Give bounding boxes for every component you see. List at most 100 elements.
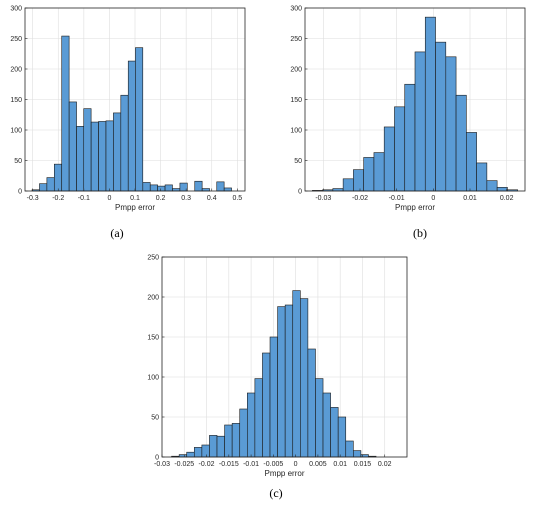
histogram-panel-a: -0.3 -0.2 -0.1 0 0.1 0.2 0.3 0.4 0.5 0 50 100 150 200… xyxy=(10,6,246,240)
y-tick-label: 100 xyxy=(147,375,159,382)
histogram-bar xyxy=(262,352,271,458)
histogram-bar xyxy=(292,290,301,458)
histogram-bar xyxy=(39,183,48,192)
y-tick-label: 200 xyxy=(290,67,302,74)
y-tick-label: 50 xyxy=(14,158,22,165)
axes-frame xyxy=(161,256,408,458)
histogram-bar xyxy=(315,378,324,458)
panel-label: (a) xyxy=(110,226,123,240)
x-axis-label: Pmpp error xyxy=(395,203,435,212)
histogram-bar xyxy=(337,416,347,458)
histogram-bar xyxy=(496,187,508,192)
y-tick-label: 50 xyxy=(151,415,159,422)
histogram-bar xyxy=(201,444,210,458)
histogram-bar xyxy=(247,392,256,458)
x-tick-label: -0.03 xyxy=(315,195,331,202)
y-tick-label: 0 xyxy=(155,455,159,462)
histogram-bar xyxy=(231,423,241,458)
histogram-bar xyxy=(105,120,114,192)
x-tick-label: -0.3 xyxy=(27,195,39,202)
x-tick-label: 0.005 xyxy=(309,461,327,468)
histogram-bar xyxy=(54,163,62,192)
histogram-bar xyxy=(254,378,263,458)
y-tick-label: 200 xyxy=(10,67,22,74)
histogram-bar xyxy=(330,407,339,458)
y-tick-label: 250 xyxy=(10,36,22,43)
histogram-bar xyxy=(127,60,136,192)
histogram-bar xyxy=(353,450,362,458)
y-tick-label: 0 xyxy=(18,189,22,196)
x-tick-label: 0.3 xyxy=(181,195,191,202)
histogram-bar xyxy=(209,435,218,458)
histogram-bar xyxy=(68,101,77,192)
x-tick-label: -0.025 xyxy=(174,461,194,468)
histogram-bar xyxy=(269,336,278,458)
histogram-bar xyxy=(345,440,354,458)
y-tick-label: 200 xyxy=(147,295,159,302)
histogram-bar xyxy=(239,408,248,458)
x-axis-label: Pmpp error xyxy=(115,203,155,212)
histogram-bar xyxy=(135,47,144,192)
histogram-bar xyxy=(476,162,488,192)
histogram-bar xyxy=(164,184,173,192)
x-tick-label: 0.015 xyxy=(354,461,372,468)
histogram-bar xyxy=(322,392,331,458)
x-tick-label: -0.1 xyxy=(78,195,90,202)
histogram-bar xyxy=(466,132,477,192)
histogram-bar xyxy=(216,435,225,458)
panel-label: (b) xyxy=(413,226,427,240)
histogram-bar xyxy=(193,447,203,458)
histogram-bar xyxy=(113,112,122,192)
y-tick-label: 100 xyxy=(10,128,22,135)
x-tick-label: -0.005 xyxy=(263,461,283,468)
histogram-bar xyxy=(224,424,233,458)
y-tick-label: 150 xyxy=(10,97,22,104)
panel-label: (c) xyxy=(269,486,282,500)
histogram-bar xyxy=(424,16,436,192)
y-tick-label: 300 xyxy=(290,6,302,13)
histogram-bar xyxy=(435,41,447,192)
y-tick-label: 250 xyxy=(290,36,302,43)
x-tick-label: 0.1 xyxy=(130,195,140,202)
histogram-bar xyxy=(157,185,166,192)
histogram-bar xyxy=(342,178,354,192)
histogram-bar xyxy=(149,184,158,192)
x-tick-label: 0 xyxy=(107,195,111,202)
histogram-panel-c: -0.03 -0.025 -0.02 -0.015 -0.01 -0.005 0 0.005 0… xyxy=(147,255,408,500)
y-tick-label: 100 xyxy=(290,128,302,135)
histogram-bar xyxy=(120,94,129,192)
histogram-bar xyxy=(394,106,406,192)
histogram-panel-b: -0.03 -0.02 -0.01 0 0.01 0.02 0 50 100 150 200 250 3… xyxy=(290,6,526,240)
x-tick-label: 0.5 xyxy=(232,195,242,202)
x-tick-label: 0.4 xyxy=(207,195,217,202)
histogram-bar xyxy=(46,177,55,192)
histogram-bar xyxy=(61,35,70,192)
x-tick-label: 0 xyxy=(294,461,298,468)
x-tick-label: -0.02 xyxy=(199,461,215,468)
histogram-bar xyxy=(455,94,467,192)
x-axis-label: Pmpp error xyxy=(264,469,304,478)
y-tick-label: 300 xyxy=(10,6,22,13)
histogram-bar xyxy=(90,121,99,192)
x-tick-label: 0.02 xyxy=(378,461,392,468)
x-tick-label: 0.01 xyxy=(463,195,477,202)
histogram-bar xyxy=(194,180,203,192)
histogram-bar xyxy=(373,152,385,192)
x-tick-label: -0.02 xyxy=(352,195,368,202)
histogram-bar xyxy=(98,121,107,192)
histogram-bar xyxy=(383,126,395,192)
x-tick-label: -0.01 xyxy=(243,461,259,468)
histogram-bar xyxy=(142,182,151,192)
histogram-bar xyxy=(83,108,92,192)
x-tick-label: 0.2 xyxy=(156,195,166,202)
x-tick-label: -0.01 xyxy=(389,195,405,202)
histogram-bar xyxy=(353,169,364,192)
histogram-bar xyxy=(216,181,225,192)
x-tick-label: 0.02 xyxy=(500,195,514,202)
histogram-bar xyxy=(414,51,426,192)
x-tick-label: -0.015 xyxy=(219,461,239,468)
histogram-bar xyxy=(307,348,316,458)
histogram-bar xyxy=(363,157,375,192)
x-tick-label: 0 xyxy=(431,195,435,202)
